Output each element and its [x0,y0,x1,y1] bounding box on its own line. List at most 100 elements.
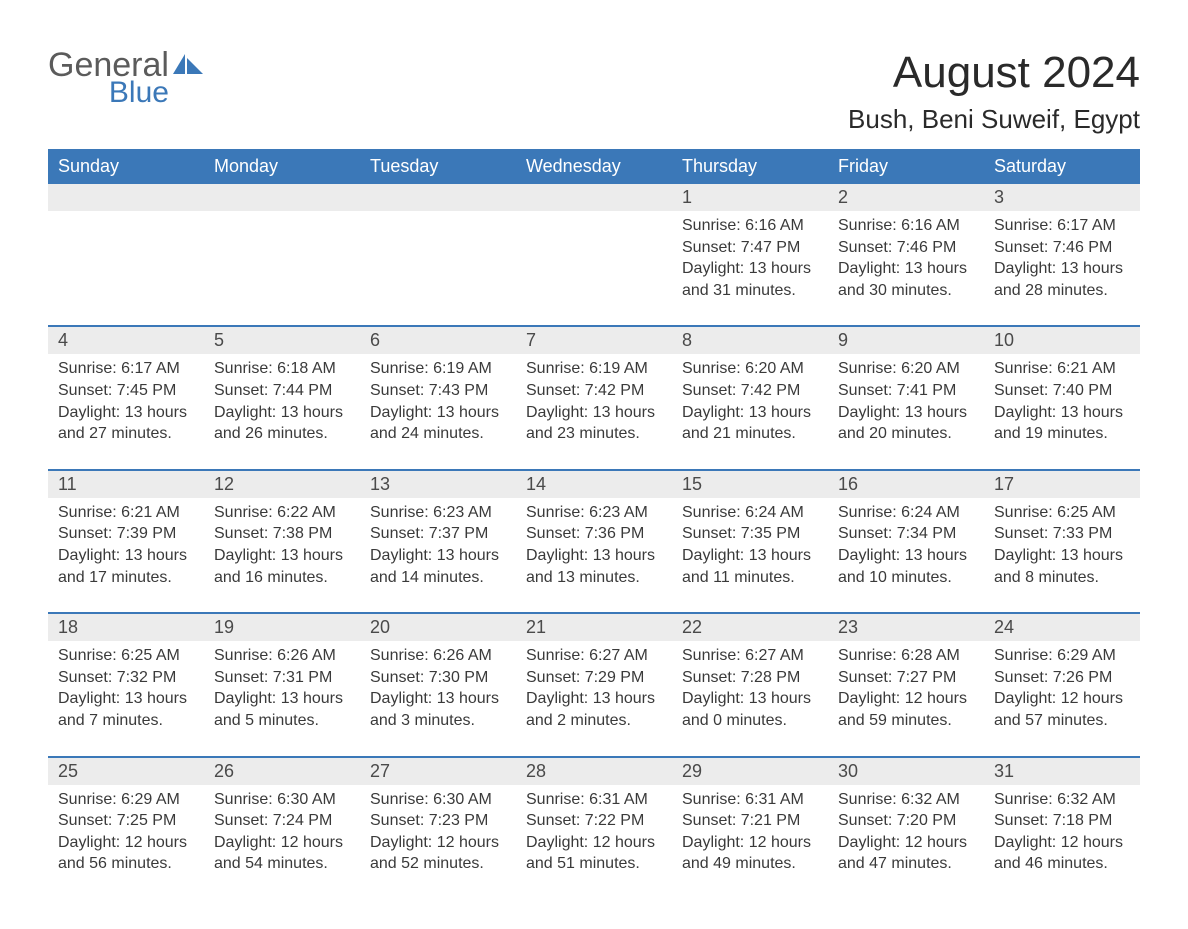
sunset-line: Sunset: 7:42 PM [682,380,818,402]
sunrise-line: Sunrise: 6:30 AM [370,789,506,811]
sunset-line: Sunset: 7:37 PM [370,523,506,545]
calendar-day-cell: 28Sunrise: 6:31 AMSunset: 7:22 PMDayligh… [516,758,672,899]
sunrise-line: Sunrise: 6:21 AM [58,502,194,524]
calendar-day-cell: 9Sunrise: 6:20 AMSunset: 7:41 PMDaylight… [828,327,984,468]
sunrise-line: Sunrise: 6:25 AM [58,645,194,667]
sunset-line: Sunset: 7:43 PM [370,380,506,402]
sunrise-line: Sunrise: 6:27 AM [682,645,818,667]
day-body: Sunrise: 6:16 AMSunset: 7:46 PMDaylight:… [838,215,974,301]
sunset-line: Sunset: 7:40 PM [994,380,1130,402]
daylight-line: Daylight: 13 hours and 3 minutes. [370,688,506,731]
day-number: 17 [984,471,1140,498]
sunset-line: Sunset: 7:18 PM [994,810,1130,832]
daylight-line: Daylight: 13 hours and 28 minutes. [994,258,1130,301]
calendar-day-cell: 10 Sunrise: 6:21 AMSunset: 7:40 PMDayligh… [984,327,1140,468]
sunrise-line: Sunrise: 6:17 AM [58,358,194,380]
sunrise-line: Sunrise: 6:29 AM [994,645,1130,667]
calendar-day-cell: 24Sunrise: 6:29 AMSunset: 7:26 PMDayligh… [984,614,1140,755]
sunset-line: Sunset: 7:38 PM [214,523,350,545]
calendar-day-cell: . [204,184,360,325]
day-body: Sunrise: 6:30 AMSunset: 7:24 PMDaylight:… [214,789,350,875]
calendar-week-row: 18Sunrise: 6:25 AMSunset: 7:32 PMDayligh… [48,612,1140,755]
sunrise-line: Sunrise: 6:17 AM [994,215,1130,237]
calendar-day-cell: 23 Sunrise: 6:28 AMSunset: 7:27 PMDayligh… [828,614,984,755]
day-body: Sunrise: 6:22 AMSunset: 7:38 PMDaylight:… [214,502,350,588]
day-body: Sunrise: 6:28 AMSunset: 7:27 PMDaylight:… [838,645,974,731]
sunset-line: Sunset: 7:31 PM [214,667,350,689]
sunrise-line: Sunrise: 6:19 AM [370,358,506,380]
calendar-day-cell: . [516,184,672,325]
calendar-day-cell: 11 Sunrise: 6:21 AMSunset: 7:39 PMDayligh… [48,471,204,612]
sunrise-line: Sunrise: 6:32 AM [994,789,1130,811]
logo-flag-icon [173,54,203,83]
calendar-day-cell: 1Sunrise: 6:16 AMSunset: 7:47 PMDaylight… [672,184,828,325]
daylight-line: Daylight: 13 hours and 26 minutes. [214,402,350,445]
sunset-line: Sunset: 7:20 PM [838,810,974,832]
day-number: 28 [516,758,672,785]
day-body: Sunrise: 6:25 AMSunset: 7:33 PMDaylight:… [994,502,1130,588]
daylight-line: Daylight: 13 hours and 0 minutes. [682,688,818,731]
day-body: Sunrise: 6:27 AMSunset: 7:28 PMDaylight:… [682,645,818,731]
daylight-line: Daylight: 12 hours and 52 minutes. [370,832,506,875]
day-body: Sunrise: 6:31 AMSunset: 7:21 PMDaylight:… [682,789,818,875]
daylight-line: Daylight: 13 hours and 31 minutes. [682,258,818,301]
page: General Blue August 2024 Bush, Beni Suwe… [0,0,1188,929]
calendar-day-cell: 8Sunrise: 6:20 AMSunset: 7:42 PMDaylight… [672,327,828,468]
sunrise-line: Sunrise: 6:26 AM [214,645,350,667]
day-number: 23 [828,614,984,641]
day-body: Sunrise: 6:23 AMSunset: 7:36 PMDaylight:… [526,502,662,588]
daylight-line: Daylight: 13 hours and 13 minutes. [526,545,662,588]
day-number: 10 [984,327,1140,354]
sunset-line: Sunset: 7:30 PM [370,667,506,689]
daylight-line: Daylight: 13 hours and 27 minutes. [58,402,194,445]
day-number: 24 [984,614,1140,641]
calendar-day-cell: 31Sunrise: 6:32 AMSunset: 7:18 PMDayligh… [984,758,1140,899]
calendar-day-cell: 25Sunrise: 6:29 AMSunset: 7:25 PMDayligh… [48,758,204,899]
sunset-line: Sunset: 7:34 PM [838,523,974,545]
calendar-day-cell: 30Sunrise: 6:32 AMSunset: 7:20 PMDayligh… [828,758,984,899]
day-number: 7 [516,327,672,354]
daylight-line: Daylight: 13 hours and 2 minutes. [526,688,662,731]
sunrise-line: Sunrise: 6:18 AM [214,358,350,380]
day-body: Sunrise: 6:20 AMSunset: 7:42 PMDaylight:… [682,358,818,444]
weekday-header-row: SundayMondayTuesdayWednesdayThursdayFrid… [48,149,1140,184]
sunset-line: Sunset: 7:25 PM [58,810,194,832]
calendar-day-cell: 12Sunrise: 6:22 AMSunset: 7:38 PMDayligh… [204,471,360,612]
calendar-day-cell: 16Sunrise: 6:24 AMSunset: 7:34 PMDayligh… [828,471,984,612]
day-number: 30 [828,758,984,785]
day-number: 27 [360,758,516,785]
day-number: 26 [204,758,360,785]
weekday-header-cell: Wednesday [516,149,672,184]
day-number: 11 [48,471,204,498]
sunrise-line: Sunrise: 6:21 AM [994,358,1130,380]
day-body: Sunrise: 6:21 AMSunset: 7:40 PMDaylight:… [994,358,1130,444]
calendar-day-cell: 29Sunrise: 6:31 AMSunset: 7:21 PMDayligh… [672,758,828,899]
sunrise-line: Sunrise: 6:26 AM [370,645,506,667]
calendar-day-cell: 6Sunrise: 6:19 AMSunset: 7:43 PMDaylight… [360,327,516,468]
calendar-day-cell: 7Sunrise: 6:19 AMSunset: 7:42 PMDaylight… [516,327,672,468]
sunset-line: Sunset: 7:22 PM [526,810,662,832]
sunset-line: Sunset: 7:28 PM [682,667,818,689]
day-body: Sunrise: 6:23 AMSunset: 7:37 PMDaylight:… [370,502,506,588]
calendar-day-cell: 15Sunrise: 6:24 AMSunset: 7:35 PMDayligh… [672,471,828,612]
sunset-line: Sunset: 7:29 PM [526,667,662,689]
day-number: 5 [204,327,360,354]
day-number: 9 [828,327,984,354]
sunrise-line: Sunrise: 6:30 AM [214,789,350,811]
daylight-line: Daylight: 12 hours and 59 minutes. [838,688,974,731]
day-body: Sunrise: 6:26 AMSunset: 7:30 PMDaylight:… [370,645,506,731]
day-body: Sunrise: 6:21 AMSunset: 7:39 PMDaylight:… [58,502,194,588]
calendar-day-cell: 3Sunrise: 6:17 AMSunset: 7:46 PMDaylight… [984,184,1140,325]
title-block: August 2024 Bush, Beni Suweif, Egypt [848,48,1140,135]
calendar-day-cell: . [360,184,516,325]
calendar-day-cell: 21Sunrise: 6:27 AMSunset: 7:29 PMDayligh… [516,614,672,755]
sunset-line: Sunset: 7:41 PM [838,380,974,402]
day-number: 2 [828,184,984,211]
calendar-day-cell: 27Sunrise: 6:30 AMSunset: 7:23 PMDayligh… [360,758,516,899]
day-number: 14 [516,471,672,498]
daylight-line: Daylight: 12 hours and 56 minutes. [58,832,194,875]
calendar-day-cell: 2 Sunrise: 6:16 AMSunset: 7:46 PMDaylight… [828,184,984,325]
logo: General Blue [48,48,203,108]
calendar-week-row: 11 Sunrise: 6:21 AMSunset: 7:39 PMDayligh… [48,469,1140,612]
sunrise-line: Sunrise: 6:20 AM [682,358,818,380]
